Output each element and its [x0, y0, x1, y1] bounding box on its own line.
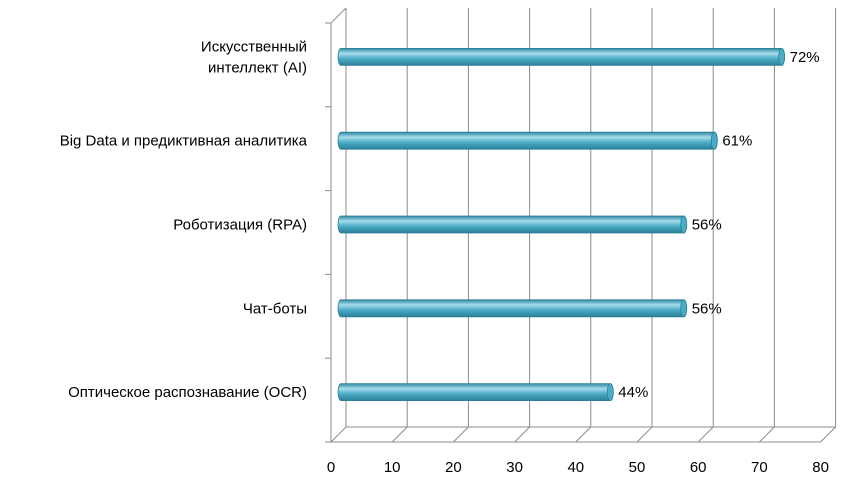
bar-body: [337, 299, 688, 318]
floor-line: [636, 426, 653, 443]
floor-line: [697, 426, 714, 443]
floor-line: [575, 426, 592, 443]
bar-cap: [710, 131, 718, 150]
data-label: 56%: [692, 300, 722, 317]
x-tick-label: 70: [751, 459, 768, 476]
x-tick-label: 10: [384, 459, 401, 476]
x-tick-label: 50: [629, 459, 646, 476]
data-label: 61%: [722, 133, 752, 150]
bar-cap: [680, 299, 688, 318]
category-label: Чат-боты: [243, 300, 307, 317]
x-tick-label: 20: [445, 459, 462, 476]
bars-layer: [337, 48, 786, 402]
x-tick-label: 80: [812, 459, 829, 476]
data-label: 44%: [618, 384, 648, 401]
floor-line: [391, 426, 408, 443]
data-label: 56%: [692, 217, 722, 234]
bar: [337, 299, 688, 318]
bar-body: [337, 215, 688, 234]
category-label: Оптическое распознавание (OCR): [68, 384, 307, 401]
floor-line: [759, 426, 775, 443]
bar-cap: [606, 383, 614, 402]
x-tick-label: 0: [327, 459, 335, 476]
category-label: Роботизация (RPA): [173, 217, 307, 234]
bar-body: [337, 131, 718, 150]
bar-body: [337, 383, 614, 401]
category-label: Искусственный интеллект (AI): [201, 38, 307, 76]
x-tick-label: 60: [690, 459, 707, 476]
labels-layer: 0 10 20 30 40 50 60 70 80 72% Искусственный интелле…: [60, 38, 829, 476]
side-wall-top: [330, 7, 347, 24]
bar-body: [337, 48, 786, 66]
bar: [337, 131, 718, 150]
bar-cap: [778, 48, 786, 66]
floor-line: [514, 426, 530, 443]
floor-line: [820, 426, 836, 443]
bar: [337, 215, 688, 234]
bar: [337, 48, 786, 66]
category-label: Big Data и предиктивная аналитика: [60, 133, 308, 150]
data-label: 72%: [790, 49, 820, 66]
bar-cap: [680, 215, 688, 234]
floor-line: [453, 426, 469, 443]
bar: [337, 383, 614, 402]
x-tick-label: 30: [506, 459, 523, 476]
x-tick-label: 40: [567, 459, 584, 476]
floor-line: [330, 426, 347, 443]
